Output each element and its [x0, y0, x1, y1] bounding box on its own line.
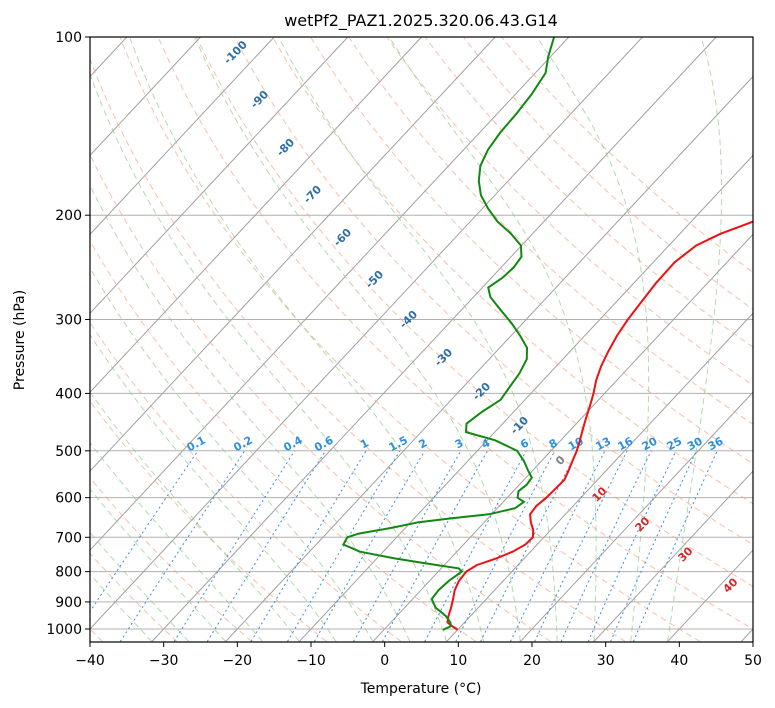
- dry-adiabat-line: [233, 37, 753, 546]
- moist-adiabat-line: [90, 266, 374, 642]
- x-tick-label: 50: [744, 653, 762, 669]
- moist-adiabat-line: [194, 37, 521, 642]
- chart-title: wetPf2_PAZ1.2025.320.06.43.G14: [284, 11, 558, 31]
- isotherm-line: [151, 37, 717, 642]
- dry-adiabat-line: [462, 37, 753, 311]
- mixing-ratio-line: [534, 450, 628, 642]
- isotherm-line: [298, 154, 753, 642]
- moist-adiabat-line: [90, 333, 337, 642]
- mixing-ratio-line: [382, 450, 488, 642]
- y-tick-label: 300: [55, 312, 82, 328]
- x-axis-ticks: −40 −30 −20 −10 0 10 20 30 40 50: [75, 642, 762, 669]
- mixing-ratio-label: 20: [640, 434, 660, 453]
- isotherm-line: [90, 37, 496, 472]
- moist-adiabat-line: [90, 441, 263, 642]
- mixing-ratio-line: [610, 450, 697, 642]
- isotherm-line: [446, 312, 753, 642]
- mixing-ratio-line: [287, 450, 401, 642]
- moist-adiabat-line: [388, 37, 597, 642]
- isotherm-line: [90, 37, 201, 157]
- profiles: [342, 37, 753, 631]
- isotherm-line: [90, 37, 275, 236]
- y-tick-label: 200: [55, 208, 82, 224]
- dry-adiabat-line: [195, 37, 753, 588]
- mixing-ratio-line: [509, 450, 606, 642]
- dry-adiabat-line: [119, 37, 701, 642]
- y-tick-label: 100: [55, 30, 82, 46]
- mixing-ratio-line: [480, 450, 579, 642]
- y-tick-label: 400: [55, 386, 82, 402]
- y-axis-label: Pressure (hPa): [12, 290, 28, 390]
- x-tick-label: 30: [597, 653, 615, 669]
- mixing-ratio-label: 13: [593, 435, 613, 454]
- moist-adiabat-line: [667, 37, 723, 642]
- y-tick-label: 500: [55, 444, 82, 460]
- mixing-ratio-label: 36: [706, 434, 726, 453]
- y-tick-label: 600: [55, 491, 82, 507]
- dry-adiabat-line: [90, 476, 253, 642]
- mixing-ratio-label: 30: [685, 434, 705, 453]
- x-tick-label: −20: [223, 653, 253, 669]
- dry-adiabat-line: [424, 37, 753, 348]
- background-lines: [90, 37, 753, 642]
- y-tick-label: 900: [55, 595, 82, 611]
- mixing-ratio-line: [206, 450, 326, 642]
- moist-adiabat-line: [90, 184, 411, 642]
- y-tick-label: 700: [55, 530, 82, 546]
- moist-adiabat-line: [90, 391, 300, 642]
- mixing-ratio-line: [353, 450, 462, 642]
- dry-adiabat-line: [90, 57, 626, 642]
- dry-adiabat-line: [90, 400, 327, 642]
- isotherm-line: [225, 75, 753, 642]
- isotherm-line: [90, 37, 422, 393]
- moist-adiabat-line: [277, 37, 558, 642]
- isotherm-line: [90, 37, 570, 551]
- mixing-ratio-line: [455, 450, 556, 642]
- isotherm-line: [90, 37, 349, 315]
- mixing-ratio-line: [250, 450, 367, 642]
- mixing-ratio-line: [313, 450, 426, 642]
- mixing-ratio-line: [119, 450, 246, 642]
- plot-frame: [89, 36, 754, 643]
- mixing-ratio-label: 16: [616, 434, 636, 453]
- mixing-ratio-line: [632, 450, 718, 642]
- dry-adiabat-line: [90, 153, 551, 642]
- dry-adiabat-line: [90, 240, 477, 642]
- moist-adiabat-line: [536, 37, 650, 642]
- x-tick-label: 0: [380, 653, 389, 669]
- isotherm-line: [593, 470, 753, 642]
- x-tick-label: 20: [523, 653, 541, 669]
- y-axis-ticks: 1000 900 800 700 600 500 400 300 200 100: [46, 30, 90, 638]
- x-tick-label: −40: [75, 653, 105, 669]
- x-tick-label: −30: [149, 653, 179, 669]
- x-axis-label: Temperature (°C): [360, 681, 482, 697]
- dry-adiabat-line: [90, 552, 178, 642]
- x-tick-label: 40: [670, 653, 688, 669]
- mixing-ratio-line: [424, 450, 527, 642]
- temperature-profile-line: [446, 220, 753, 631]
- dewpoint-profile-line: [342, 37, 556, 631]
- mixing-ratio-line: [560, 450, 652, 642]
- x-tick-label: −10: [296, 653, 326, 669]
- mixing-ratio-label: 25: [665, 435, 685, 454]
- x-tick-label: 10: [449, 653, 467, 669]
- y-tick-label: 1000: [46, 622, 82, 638]
- moist-adiabat-line: [129, 37, 484, 642]
- mixing-ratio-line: [587, 450, 677, 642]
- isotherm-line: [372, 233, 753, 642]
- moist-adiabat-line: [90, 72, 448, 642]
- y-tick-label: 800: [55, 565, 82, 581]
- isotherm-line: [519, 391, 753, 642]
- dry-adiabat-line: [157, 37, 753, 630]
- dry-adiabat-line: [272, 37, 753, 505]
